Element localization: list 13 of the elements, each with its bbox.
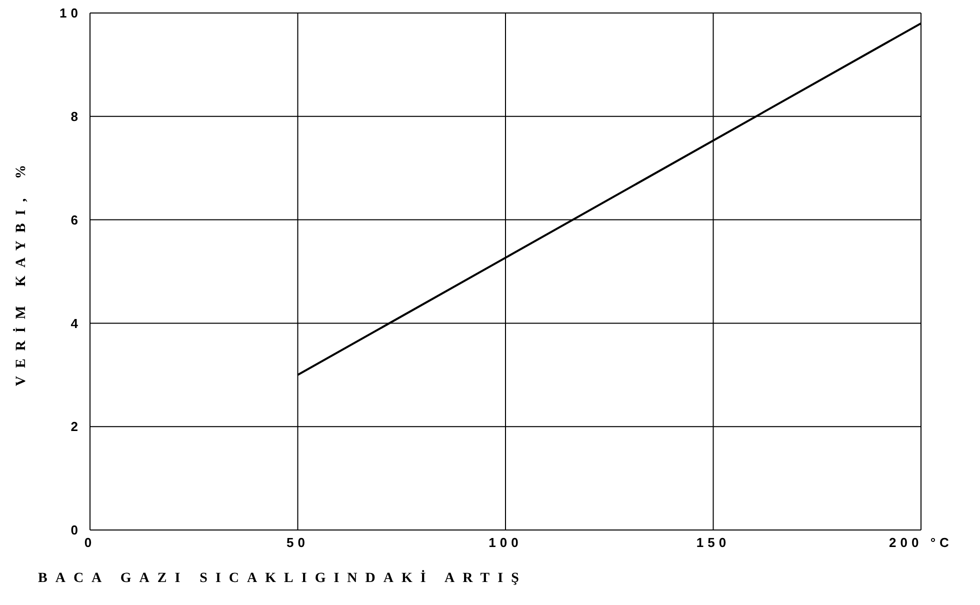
y-tick-label: 10 [60, 6, 82, 21]
x-tick-label: 150 [696, 535, 730, 550]
y-tick-label: 6 [70, 212, 82, 228]
x-tick-label: 0 [84, 535, 96, 550]
x-tick-label: 50 [286, 535, 309, 550]
y-tick-label: 0 [70, 522, 82, 538]
y-axis-title: VERİM KAYBI, % [12, 156, 29, 386]
x-tick-label: 100 [488, 535, 522, 550]
y-tick-label: 2 [70, 419, 82, 434]
y-tick-label: 8 [70, 109, 82, 124]
x-tick-label: 200 °C [889, 535, 953, 550]
x-axis-title: BACA GAZI SICAKLIGINDAKİ ARTIŞ [38, 570, 527, 586]
y-tick-label: 4 [70, 316, 82, 331]
